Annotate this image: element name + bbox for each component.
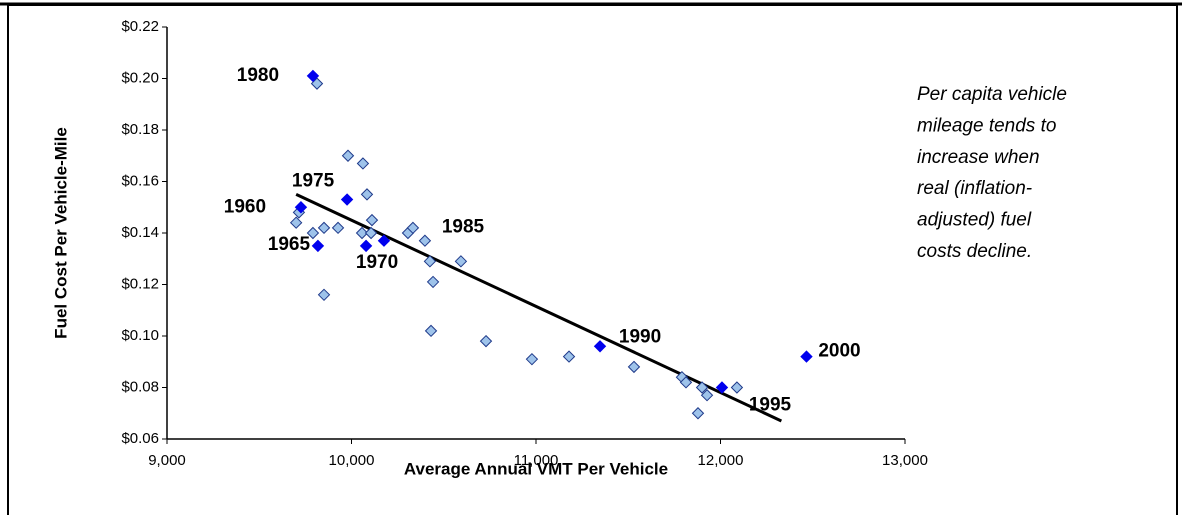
point — [479, 334, 493, 348]
y-tick-label: $0.08 — [121, 378, 159, 395]
note-line: adjusted) fuel — [917, 210, 1032, 231]
point — [340, 193, 354, 206]
point — [355, 226, 369, 240]
point-label: 1970 — [356, 252, 398, 273]
y-tick-label: $0.20 — [121, 69, 159, 86]
point — [356, 157, 370, 170]
point — [406, 221, 420, 235]
x-tick-label: 13,000 — [882, 452, 928, 469]
x-tick-label: 11,000 — [514, 452, 559, 469]
point — [359, 239, 373, 253]
point — [679, 376, 693, 389]
y-tick-label: $0.16 — [121, 172, 159, 189]
note-line: increase when — [917, 147, 1040, 168]
point — [423, 255, 437, 268]
point — [730, 381, 744, 394]
point — [454, 255, 468, 268]
point — [426, 275, 440, 289]
y-tick-label: $0.10 — [121, 327, 159, 344]
point — [294, 201, 308, 214]
point — [377, 234, 391, 247]
point-label: 1980 — [237, 65, 279, 86]
point-label: 1985 — [442, 217, 485, 238]
point — [691, 407, 705, 420]
point — [331, 221, 345, 235]
point-label: 1975 — [292, 171, 335, 192]
trendline — [295, 193, 783, 423]
point — [289, 216, 303, 229]
point — [715, 381, 729, 394]
y-tick-label: $0.18 — [121, 121, 159, 138]
point-label: 1965 — [268, 234, 311, 255]
point-label: 1995 — [749, 395, 792, 416]
point — [317, 221, 331, 235]
y-tick-label: $0.14 — [121, 224, 159, 241]
point — [364, 226, 378, 240]
point — [418, 234, 432, 247]
y-tick-label: $0.22 — [121, 18, 159, 35]
point-label: 2000 — [818, 341, 860, 362]
note-line: costs decline. — [917, 241, 1032, 262]
point — [562, 350, 576, 363]
point-label: 1960 — [224, 196, 266, 217]
point — [593, 340, 607, 353]
y-tick-label: $0.06 — [121, 430, 159, 447]
point — [700, 389, 714, 402]
point — [311, 239, 325, 253]
note-line: Per capita vehicle — [917, 84, 1067, 105]
note-line: real (inflation- — [917, 178, 1032, 199]
x-tick-label: 12,000 — [698, 452, 744, 469]
point — [627, 360, 641, 374]
y-tick-label: $0.12 — [121, 275, 159, 292]
point — [306, 69, 320, 83]
point — [341, 149, 355, 162]
y-axis-title: Fuel Cost Per Vehicle-Mile — [51, 127, 70, 339]
point-label: 1990 — [619, 326, 661, 347]
note-line: mileage tends to — [917, 115, 1056, 136]
point — [424, 324, 438, 338]
point — [365, 213, 379, 227]
point — [800, 350, 813, 363]
point — [310, 77, 324, 90]
point — [695, 381, 709, 394]
point — [360, 188, 374, 201]
point — [306, 226, 320, 240]
point — [525, 352, 539, 366]
x-axis-title: Average Annual VMT Per Vehicle — [404, 459, 668, 478]
x-tick-label: 10,000 — [329, 452, 375, 469]
x-tick-label: 9,000 — [148, 452, 186, 469]
point — [317, 288, 331, 302]
